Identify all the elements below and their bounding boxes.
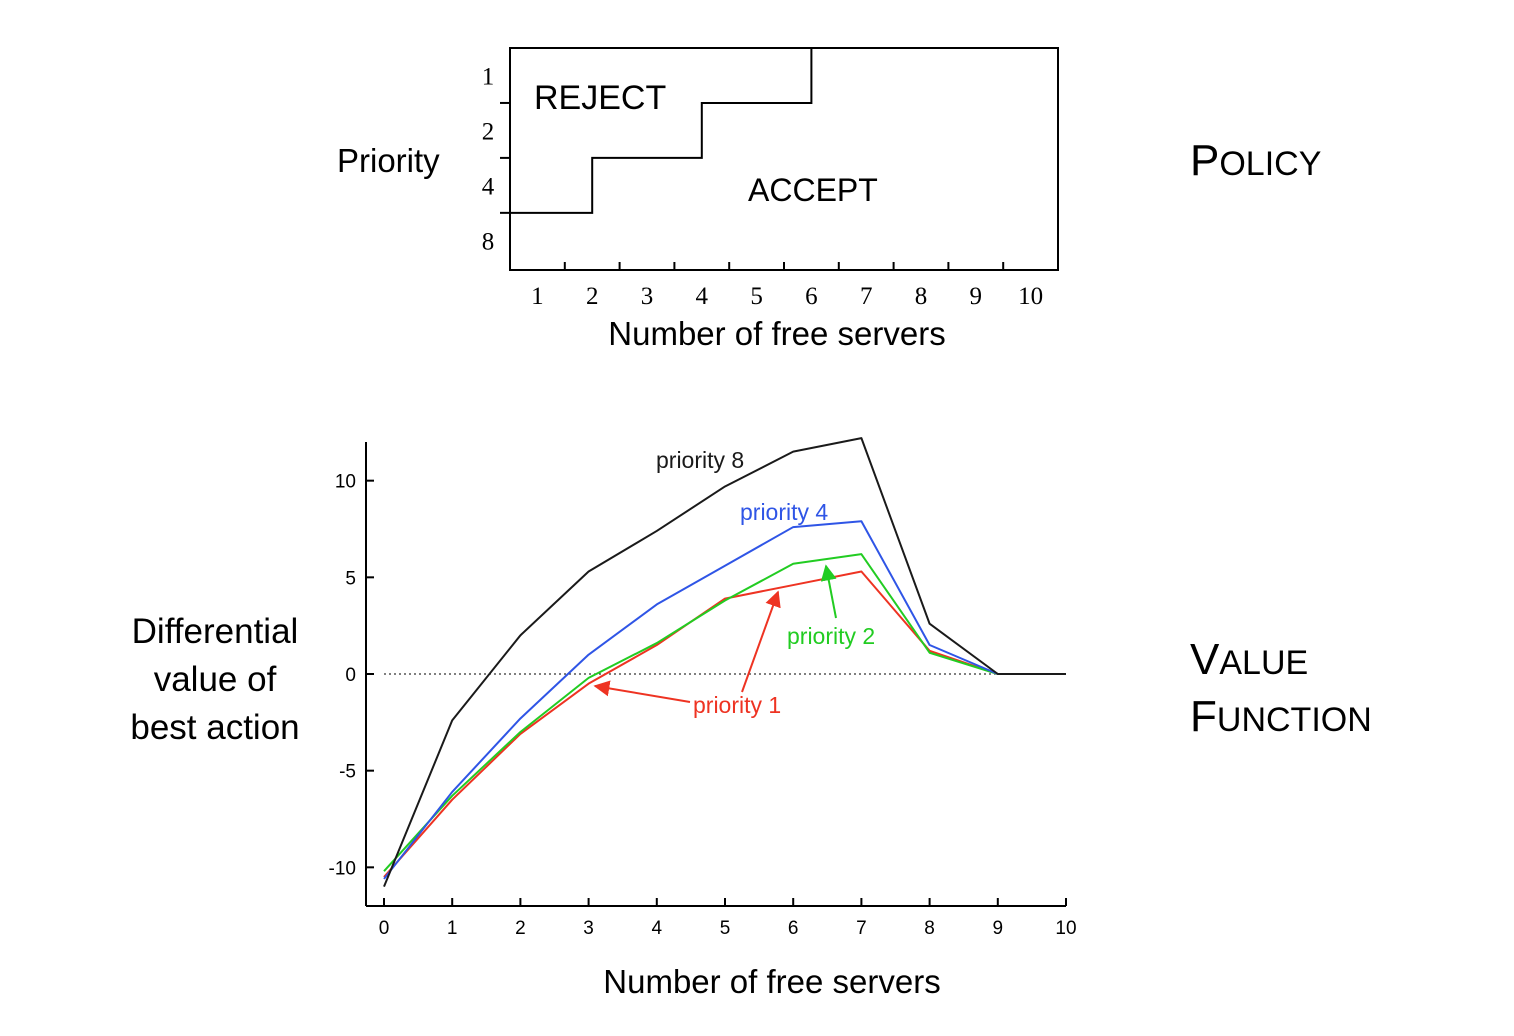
value-x-tick-label: 7 [856, 918, 867, 939]
series-label-priority-2: priority 2 [787, 623, 875, 649]
series-label-priority-1: priority 1 [693, 692, 781, 718]
value-y-tick-label: -5 [339, 762, 356, 783]
value-x-tick-label: 6 [788, 918, 799, 939]
series-line-priority-4 [383, 520, 1066, 880]
series-line-priority-8 [383, 437, 1066, 888]
value-x-tick-label: 4 [652, 918, 663, 939]
value-y-axis-label-line-1: Differential [132, 612, 299, 651]
policy-y-tick-label: 8 [482, 228, 495, 255]
value-panel-label-line-2: FUNCTION [1190, 692, 1372, 741]
policy-x-tick-label: 4 [696, 283, 709, 310]
policy-boundary-line [510, 48, 813, 214]
policy-y-axis-label: Priority [337, 142, 440, 179]
value-y-tick-label: -10 [329, 858, 356, 879]
policy-region-reject: REJECT [534, 79, 666, 117]
value-y-axis-label-line-3: best action [130, 708, 299, 747]
policy-x-tick-label: 10 [1018, 283, 1043, 310]
priority-1-arrow-left [593, 680, 691, 703]
policy-x-tick-label: 7 [860, 283, 873, 310]
policy-panel-label: POLICY [1190, 136, 1321, 185]
series-label-priority-8: priority 8 [656, 447, 744, 473]
policy-x-axis-label: Number of free servers [608, 315, 945, 352]
value-function-chart: 10 5 0 -5 -10 0 1 2 3 4 5 6 7 8 9 10 priority 8 priori… [130, 437, 1372, 1000]
value-x-tick-label: 1 [447, 918, 458, 939]
value-y-tick-label: 0 [345, 665, 356, 686]
policy-y-tick-label: 4 [482, 173, 495, 200]
value-panel-label-line-1: VALUE [1190, 635, 1308, 684]
policy-x-tick-label: 2 [586, 283, 599, 310]
series-line-priority-2 [383, 553, 1066, 872]
policy-x-tick-label: 8 [915, 283, 928, 310]
policy-x-tick-label: 9 [970, 283, 983, 310]
policy-x-tick-label: 6 [805, 283, 818, 310]
value-x-tick-label: 10 [1055, 918, 1076, 939]
policy-x-tick-label: 3 [641, 283, 654, 310]
series-line-priority-1 [383, 570, 1066, 878]
value-x-tick-label: 8 [924, 918, 935, 939]
value-x-tick-label: 5 [720, 918, 731, 939]
value-x-tick-label: 0 [379, 918, 390, 939]
policy-region-accept: ACCEPT [748, 172, 878, 208]
policy-y-tick-label: 1 [482, 63, 495, 90]
value-y-tick-label: 5 [345, 568, 356, 589]
priority-1-arrow-up [741, 590, 781, 693]
priority-2-arrow-up [820, 564, 837, 619]
series-label-priority-4: priority 4 [740, 499, 828, 525]
value-x-tick-label: 3 [583, 918, 594, 939]
value-y-tick-label: 10 [335, 472, 356, 493]
value-x-axis-label: Number of free servers [603, 963, 940, 1000]
value-x-tick-label: 9 [993, 918, 1004, 939]
value-y-axis-label-line-2: value of [154, 660, 277, 699]
policy-x-tick-label: 1 [531, 283, 544, 310]
value-x-tick-label: 2 [515, 918, 526, 939]
policy-x-tick-label: 5 [750, 283, 763, 310]
policy-y-tick-label: 2 [482, 118, 495, 145]
